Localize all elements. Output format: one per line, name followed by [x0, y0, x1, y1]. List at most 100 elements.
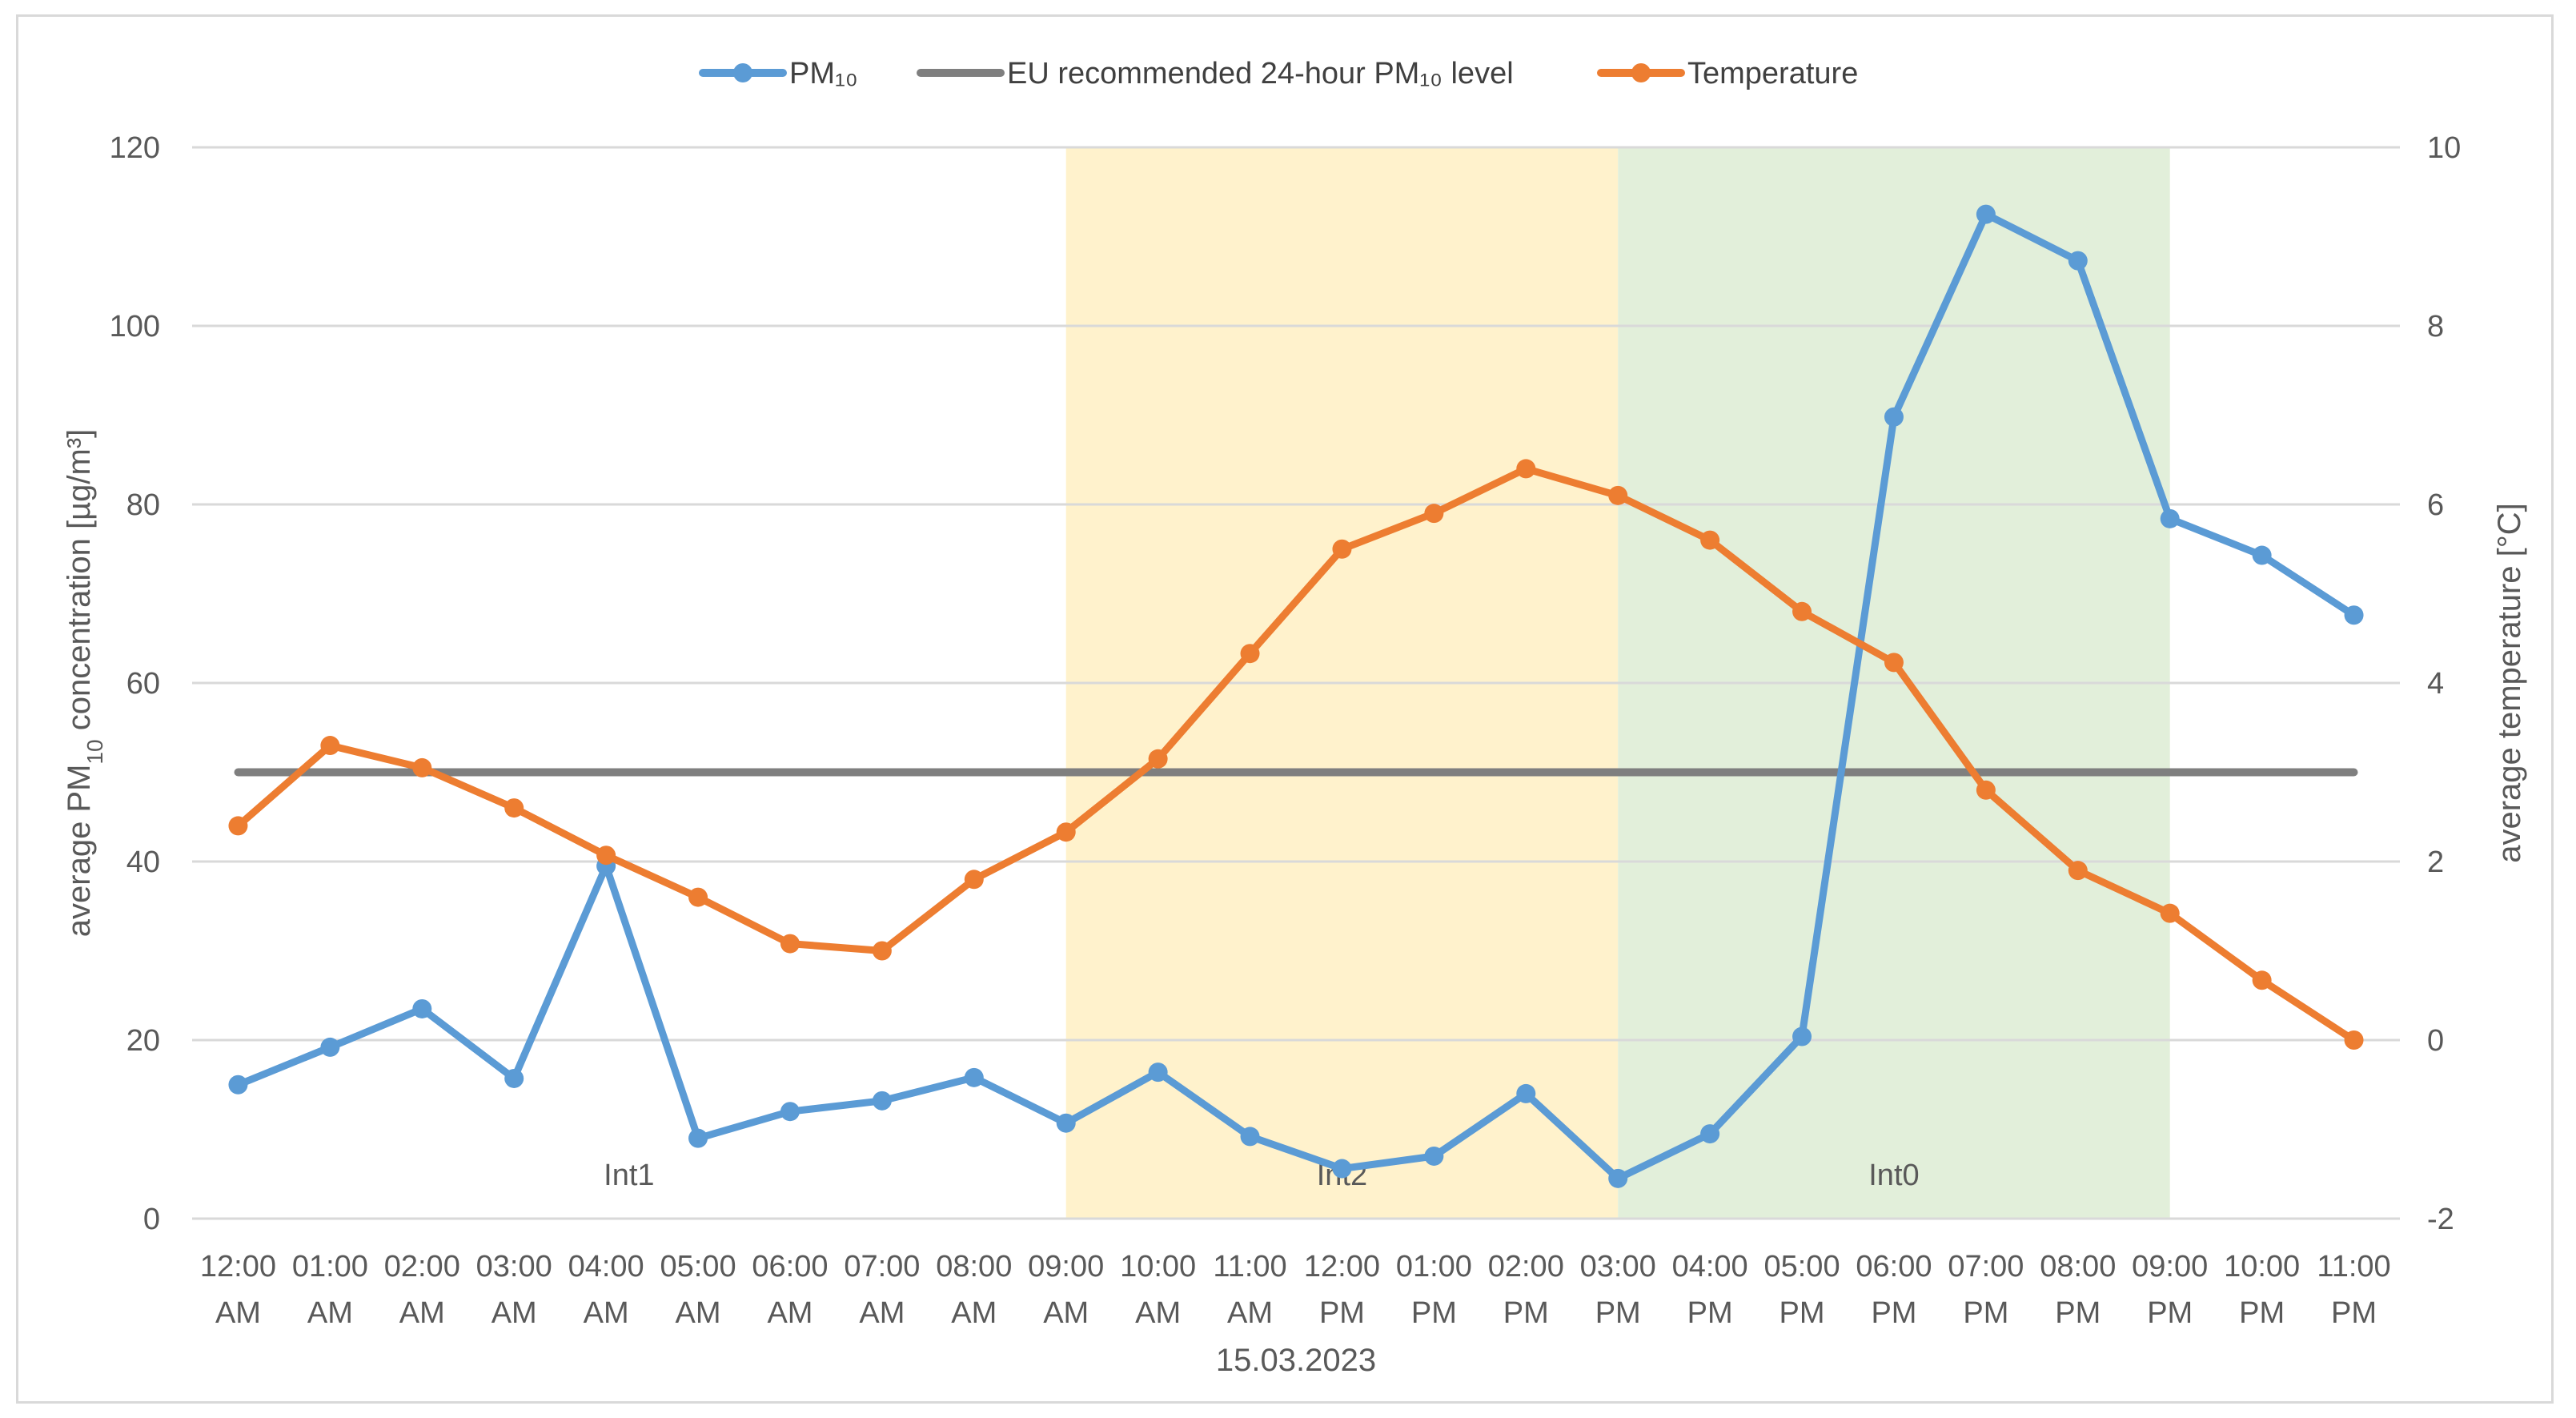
- data-point: [1516, 459, 1536, 479]
- data-point: [2068, 861, 2088, 881]
- data-point: [228, 1075, 248, 1095]
- data-point: [1700, 1124, 1720, 1144]
- left-axis-title: average PM10 concentration [µg/m³]: [62, 429, 107, 937]
- gridlines: [192, 146, 2400, 1220]
- legend-item-temperature: Temperature: [1597, 57, 1858, 90]
- data-point: [2344, 1030, 2364, 1050]
- x-axis-title: 15.03.2023: [1216, 1343, 1376, 1378]
- x-tick-label: 10:00 AM: [1120, 1250, 1196, 1330]
- x-tick-label: 10:00 PM: [2224, 1250, 2300, 1330]
- right-tick-label: 6: [2427, 488, 2444, 522]
- legend-item-eu-recommended-24-hour-pm-level: EU recommended 24-hour PM₁₀ level: [917, 57, 1514, 90]
- x-tick-label: 05:00 PM: [1763, 1250, 1840, 1330]
- data-point: [2160, 903, 2180, 923]
- data-point: [780, 1102, 800, 1122]
- x-tick-label: 11:00 PM: [2317, 1250, 2390, 1330]
- legend-label: EU recommended 24-hour PM₁₀ level: [1007, 57, 1514, 90]
- data-point: [688, 1128, 708, 1148]
- data-point: [2344, 605, 2364, 625]
- right-tick-label: -2: [2427, 1203, 2454, 1236]
- series-line-temperature: [235, 464, 2357, 1044]
- x-tick-label: 02:00 PM: [1488, 1250, 1564, 1330]
- data-point: [1332, 1159, 1352, 1179]
- data-point: [1608, 485, 1628, 505]
- data-point: [1792, 1026, 1812, 1046]
- right-tick-label: 0: [2427, 1024, 2444, 1058]
- x-tick-label: 07:00 PM: [1948, 1250, 2024, 1330]
- data-point: [1148, 749, 1168, 769]
- left-tick-label: 60: [126, 667, 160, 701]
- legend-label: Temperature: [1687, 57, 1858, 90]
- data-point: [1332, 539, 1352, 559]
- series-temperature: [228, 459, 2364, 1050]
- left-axis-ticks: 0 20 40 60 80 100 120: [110, 131, 160, 1236]
- right-tick-label: 8: [2427, 310, 2444, 343]
- x-tick-label: 03:00 AM: [476, 1250, 552, 1330]
- data-point: [2252, 545, 2272, 565]
- left-axis-title-part1: average PM: [62, 765, 97, 938]
- right-tick-label: 2: [2427, 846, 2444, 879]
- legend-marker: [733, 63, 752, 82]
- data-point: [320, 736, 340, 756]
- data-point: [1700, 530, 1720, 550]
- data-point: [1884, 407, 1904, 427]
- left-axis-title-part2: concentration [µg/m³]: [62, 429, 97, 740]
- x-tick-label: 12:00 PM: [1304, 1250, 1380, 1330]
- data-point: [1056, 1113, 1076, 1133]
- x-tick-label: 12:00 AM: [200, 1250, 276, 1330]
- left-tick-label: 120: [110, 131, 160, 165]
- legend-marker: [1631, 63, 1651, 82]
- series-line-pm: [235, 211, 2357, 1183]
- x-tick-label: 08:00 AM: [936, 1250, 1012, 1330]
- x-tick-label: 01:00 AM: [292, 1250, 368, 1330]
- data-point: [1240, 1127, 1260, 1147]
- x-tick-label: 06:00 AM: [752, 1250, 828, 1330]
- data-point: [412, 998, 432, 1018]
- data-point: [1516, 1083, 1536, 1103]
- data-point: [964, 1067, 984, 1087]
- data-point: [688, 887, 708, 907]
- x-tick-label: 03:00 PM: [1580, 1250, 1656, 1330]
- left-tick-label: 0: [143, 1203, 160, 1236]
- left-tick-label: 20: [126, 1024, 160, 1058]
- left-tick-label: 80: [126, 488, 160, 522]
- x-tick-label: 07:00 AM: [844, 1250, 920, 1330]
- data-point: [1148, 1062, 1168, 1083]
- right-tick-label: 4: [2427, 667, 2444, 701]
- data-point: [1976, 204, 1996, 224]
- right-tick-label: 10: [2427, 131, 2461, 165]
- data-point: [1608, 1168, 1628, 1188]
- data-point: [320, 1037, 340, 1057]
- data-point: [412, 757, 432, 777]
- data-point: [1424, 1146, 1444, 1166]
- data-point: [1976, 780, 1996, 800]
- data-point: [1884, 653, 1904, 673]
- x-tick-label: 04:00 PM: [1672, 1250, 1748, 1330]
- data-point: [872, 1091, 892, 1111]
- data-point: [780, 934, 800, 954]
- data-point: [2160, 508, 2180, 528]
- x-tick-label: 02:00 AM: [384, 1250, 460, 1330]
- left-axis-title-subscript: 10: [82, 739, 107, 764]
- data-point: [2252, 970, 2272, 990]
- data-point: [1792, 601, 1812, 621]
- x-tick-label: 08:00 PM: [2040, 1250, 2116, 1330]
- right-axis-title: average temperature [°C]: [2492, 503, 2527, 863]
- right-axis-ticks: -2 0 2 4 6 8 10: [2427, 131, 2461, 1236]
- x-tick-label: 01:00 PM: [1396, 1250, 1472, 1330]
- x-tick-label: 11:00 AM: [1213, 1250, 1286, 1330]
- legend-label: PM₁₀: [789, 57, 858, 90]
- data-point: [504, 798, 524, 818]
- data-point: [504, 1068, 524, 1088]
- data-point: [872, 941, 892, 961]
- left-tick-label: 40: [126, 846, 160, 879]
- x-tick-label: 06:00 PM: [1856, 1250, 1932, 1330]
- x-tick-label: 04:00 AM: [568, 1250, 644, 1330]
- data-point: [228, 816, 248, 836]
- legend-item-pm: PM₁₀: [699, 57, 858, 90]
- x-tick-label: 05:00 AM: [660, 1250, 736, 1330]
- series-lines: [228, 204, 2364, 1188]
- data-point: [1240, 644, 1260, 664]
- data-point: [596, 846, 616, 866]
